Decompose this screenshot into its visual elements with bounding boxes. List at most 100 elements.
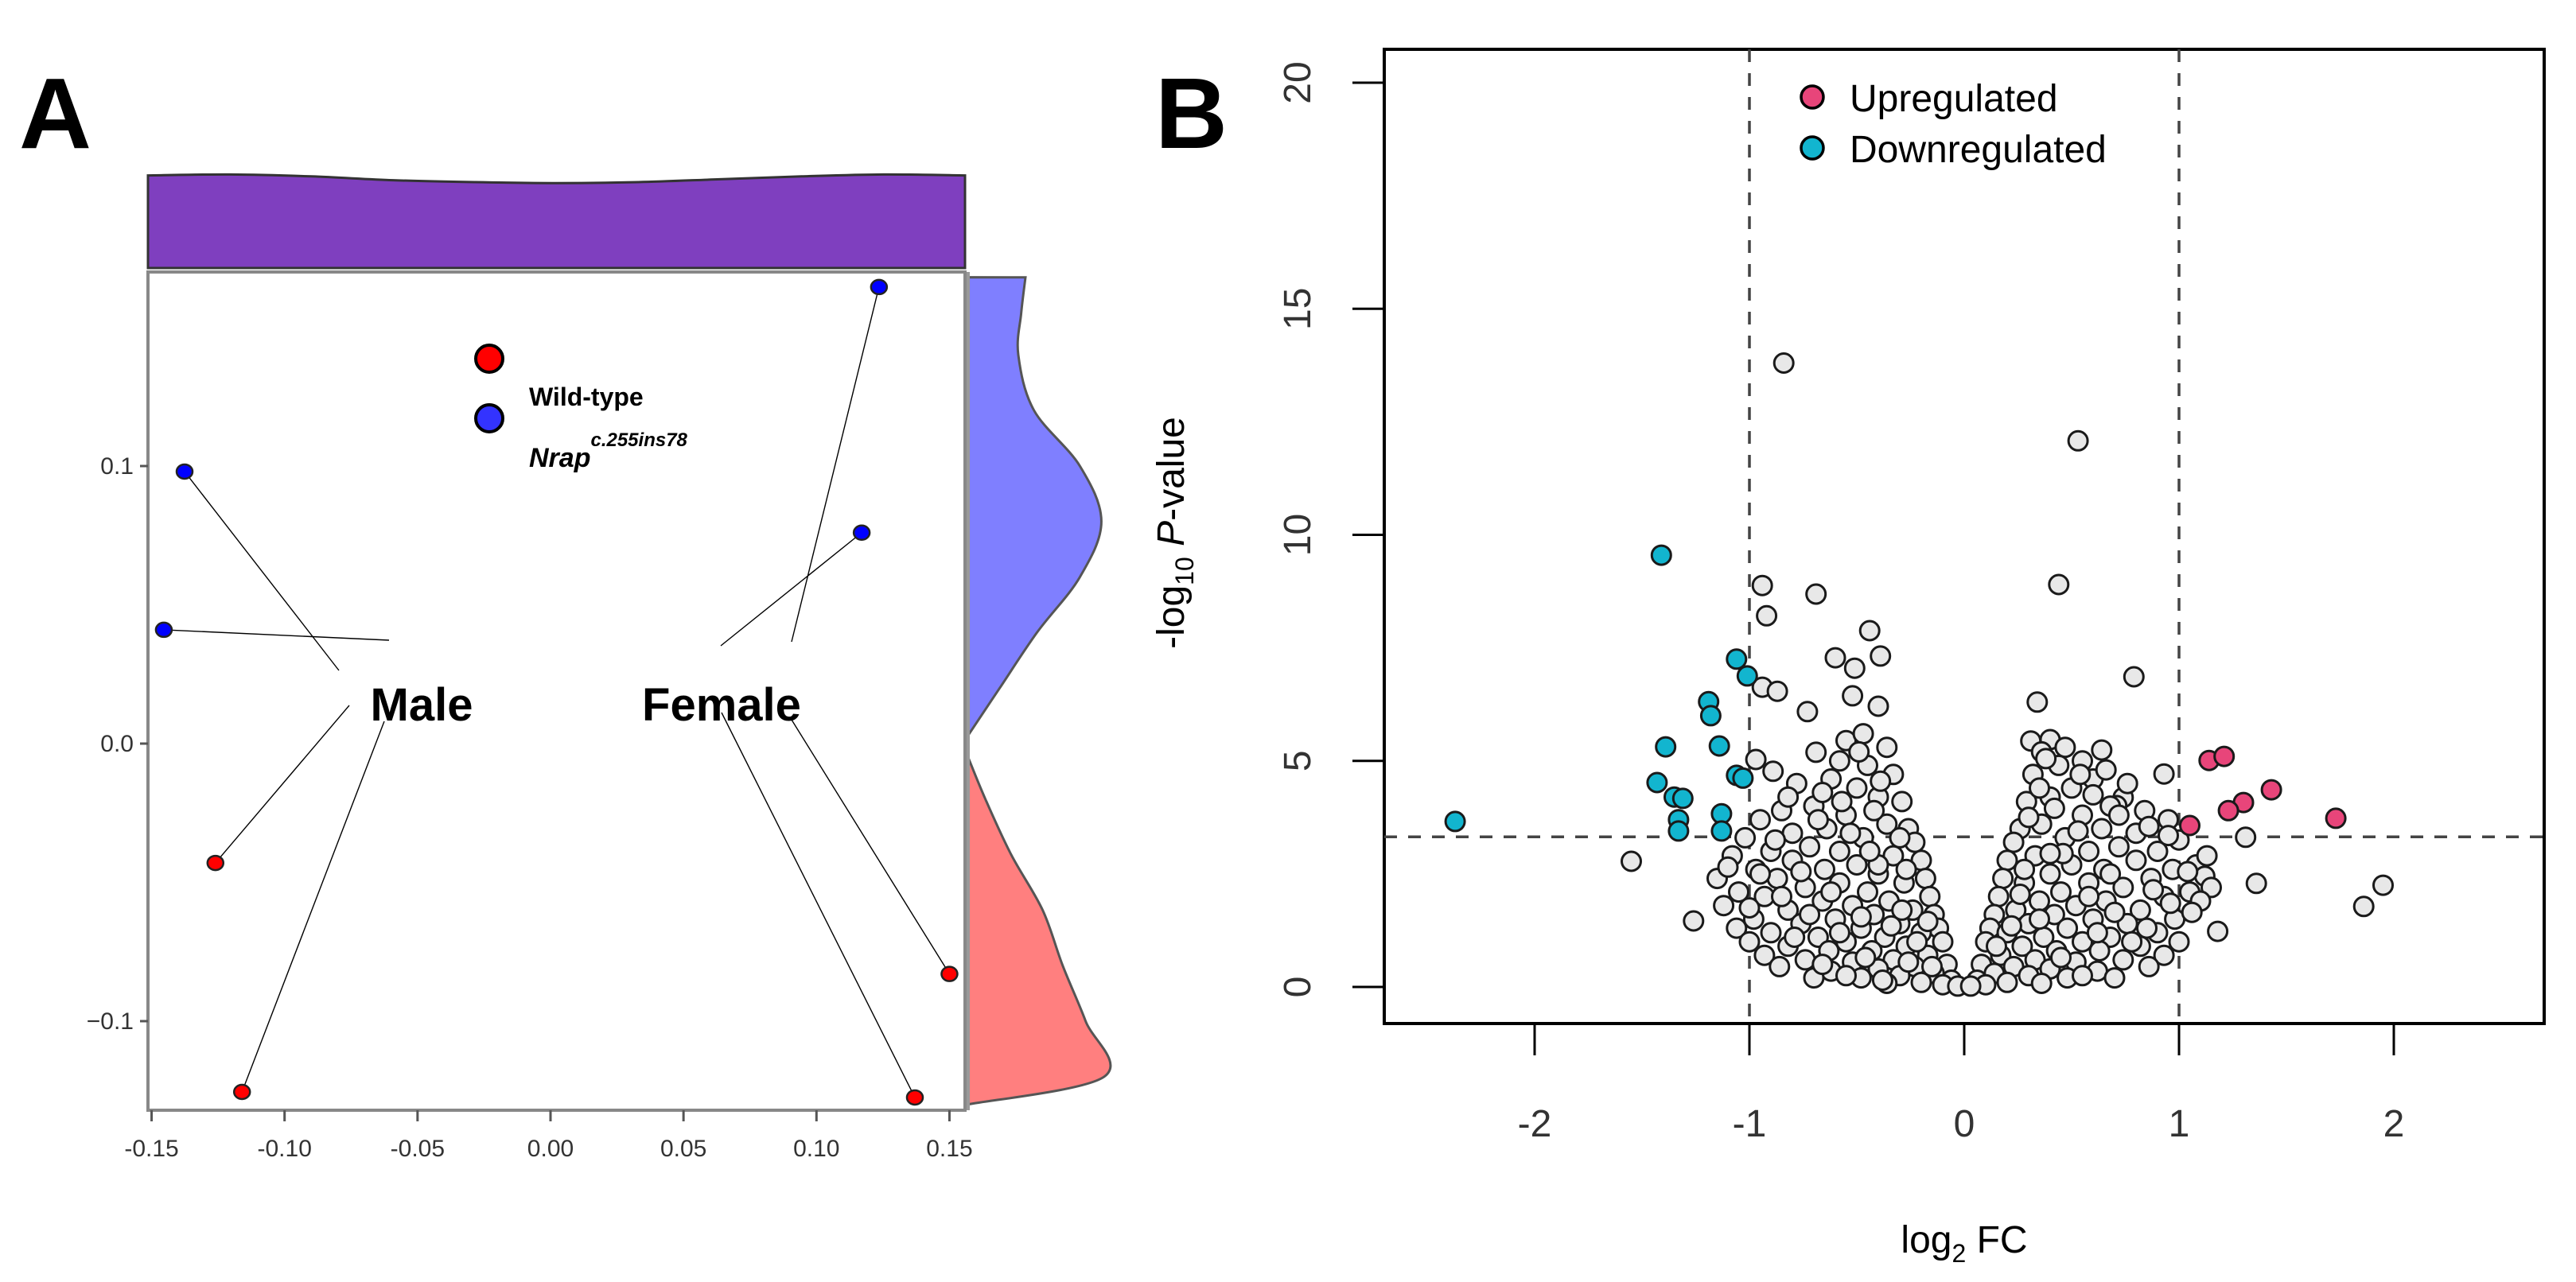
gene-point-not-significant — [2103, 901, 2126, 923]
legend-nrap-gene: Nrap — [529, 443, 590, 473]
gene-point-not-significant — [1932, 930, 1954, 953]
x-axis-title-b: log2 FC — [1901, 1219, 2027, 1268]
ylabel-rest: -value — [1150, 417, 1193, 521]
legend-a: Wild-type Nrapc.255ins78 — [474, 344, 688, 473]
gene-point-upregulated — [2213, 745, 2236, 767]
gene-point-downregulated — [1444, 810, 1466, 833]
x-tick-label-a: 0.00 — [527, 1136, 574, 1162]
gene-point-not-significant — [2158, 825, 2179, 847]
x-tick-label-b: 1 — [2169, 1103, 2190, 1145]
gene-point-not-significant — [1858, 841, 1881, 862]
gene-point-not-significant — [1986, 935, 2007, 958]
gene-point-upregulated — [2260, 779, 2282, 801]
gene-point-not-significant — [2009, 884, 2031, 905]
gene-point-not-significant — [2107, 836, 2130, 858]
gene-point-not-significant — [2146, 841, 2169, 862]
gene-point-not-significant — [1891, 791, 1913, 813]
gene-point-downregulated — [1671, 787, 1694, 810]
x-tick-label-b: -1 — [1733, 1103, 1767, 1145]
gene-point-not-significant — [2088, 940, 2111, 962]
top-density-area — [146, 173, 967, 270]
connector-line — [163, 629, 390, 641]
gene-point-not-significant — [1906, 930, 1928, 953]
gene-point-not-significant — [1828, 922, 1850, 944]
gene-point-downregulated — [1650, 544, 1672, 566]
sample-point-wild-type — [232, 1083, 251, 1101]
gene-point-not-significant — [2000, 915, 2022, 937]
gene-point-not-significant — [1842, 685, 1864, 707]
gene-point-not-significant — [1910, 971, 1932, 993]
sample-point-nrap — [870, 278, 889, 296]
sample-point-wild-type — [905, 1089, 924, 1106]
gene-point-not-significant — [1987, 885, 2010, 907]
gene-point-not-significant — [2002, 831, 2025, 853]
gene-point-not-significant — [1919, 885, 1941, 907]
connector-line — [791, 719, 951, 975]
x-axis-b: -2 -1 0 1 2 — [1518, 1024, 2405, 1145]
gene-point-not-significant — [1876, 736, 1898, 759]
gene-point-not-significant — [2078, 841, 2100, 862]
gene-point-not-significant — [1895, 858, 1917, 880]
connector-line — [241, 721, 385, 1093]
group-label-male: Male — [371, 679, 473, 731]
gene-point-not-significant — [1959, 975, 1982, 997]
gene-point-not-significant — [1738, 930, 1761, 953]
x-tick-label-a: -0.05 — [391, 1136, 445, 1162]
gene-point-not-significant — [1762, 760, 1784, 783]
panel-label-b: B — [1155, 57, 1228, 169]
xlabel-base: log — [1901, 1219, 1951, 1261]
x-axis-a: -0.15 -0.10 -0.05 0.00 0.05 0.10 0.15 — [124, 1110, 973, 1162]
gene-point-not-significant — [2067, 429, 2089, 452]
gene-point-not-significant — [2138, 815, 2160, 837]
gene-point-not-significant — [1683, 910, 1705, 932]
gene-point-not-significant — [2029, 908, 2050, 930]
x-tick-label-b: 0 — [1954, 1103, 1975, 1145]
legend-marker-upregulated — [1800, 84, 1825, 110]
gene-point-not-significant — [1891, 899, 1913, 921]
gene-point-not-significant — [2112, 949, 2134, 971]
gene-point-not-significant — [2207, 920, 2229, 942]
gene-point-not-significant — [1870, 645, 1892, 667]
sample-point-nrap — [154, 621, 173, 639]
gene-point-not-significant — [1784, 927, 1806, 948]
gene-point-not-significant — [1726, 917, 1748, 939]
x-tick-label-a: 0.05 — [660, 1136, 706, 1162]
gene-point-not-significant — [2153, 944, 2175, 966]
gene-point-not-significant — [1916, 911, 1939, 933]
legend-label-nrap: Nrapc.255ins78 — [529, 429, 688, 473]
gene-point-not-significant — [1889, 826, 1911, 849]
gene-point-not-significant — [1756, 604, 1778, 627]
gene-point-not-significant — [1799, 903, 1821, 926]
gene-point-not-significant — [1777, 786, 1800, 808]
gene-point-not-significant — [2069, 763, 2092, 786]
gene-point-not-significant — [2352, 895, 2375, 918]
gene-point-not-significant — [1745, 748, 1767, 771]
gene-point-not-significant — [2029, 777, 2050, 799]
x-tick-label-b: 2 — [2383, 1103, 2405, 1145]
gene-point-not-significant — [1858, 620, 1881, 642]
connector-line — [215, 705, 350, 864]
gene-point-not-significant — [1805, 583, 1827, 605]
legend-label-downregulated: Downregulated — [1850, 129, 2107, 171]
ylabel-prefix: -log — [1150, 585, 1193, 649]
gene-point-not-significant — [1880, 915, 1902, 937]
gene-point-not-significant — [2103, 967, 2126, 989]
gene-point-not-significant — [2029, 890, 2050, 912]
y-axis-a: −0.1 0.0 0.1 — [87, 453, 148, 1035]
plot-area-a — [146, 270, 967, 1112]
connector-line — [791, 286, 880, 643]
gene-point-not-significant — [1992, 868, 2014, 890]
gene-point-not-significant — [2043, 797, 2065, 819]
x-tick-label-a: -0.15 — [124, 1136, 178, 1162]
gene-point-not-significant — [2159, 892, 2181, 915]
gene-point-not-significant — [1843, 657, 1866, 679]
gene-point-not-significant — [2054, 736, 2076, 759]
connector-line — [721, 712, 916, 1098]
legend-marker-nrap — [474, 403, 504, 433]
gene-point-not-significant — [2121, 930, 2143, 953]
panel-label-a: A — [19, 57, 91, 169]
gene-point-not-significant — [1713, 895, 1735, 917]
gene-point-not-significant — [2099, 863, 2122, 885]
x-tick-label-a: 0.10 — [793, 1136, 839, 1162]
legend-label-upregulated: Upregulated — [1850, 78, 2058, 120]
